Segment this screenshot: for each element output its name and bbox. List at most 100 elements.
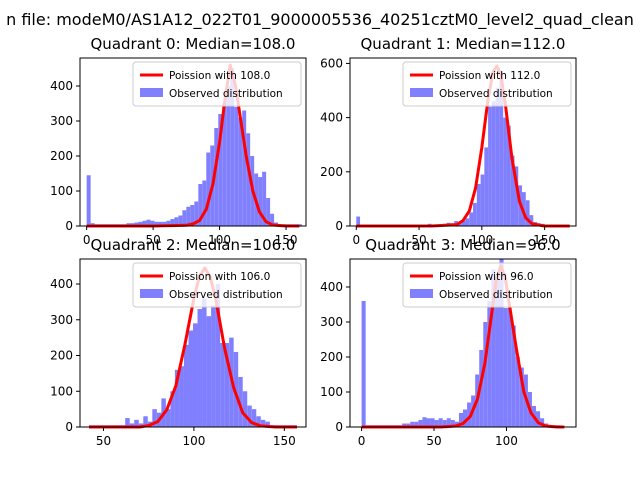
legend-line-label: Poission with 112.0	[439, 70, 540, 82]
legend-frame	[132, 262, 302, 308]
histogram-bar	[206, 152, 211, 226]
legend-frame	[132, 61, 302, 107]
histogram-bar	[266, 198, 271, 226]
histogram-bar	[197, 309, 203, 427]
y-tick-label: 0	[65, 420, 73, 434]
figure-suptitle: n file: modeM0/AS1A12_022T01_9000005536_…	[6, 10, 634, 30]
histogram-bar	[495, 87, 500, 226]
histogram-bar	[480, 174, 485, 226]
y-tick-label: 0	[335, 219, 343, 233]
y-tick-label: 400	[320, 111, 343, 125]
histogram-bar	[270, 213, 275, 226]
y-tick-label: 400	[320, 280, 343, 294]
histogram-bar	[410, 421, 415, 427]
histogram-bar	[247, 405, 252, 427]
legend-bar-label: Observed distribution	[439, 88, 553, 100]
histogram-bar	[491, 101, 496, 226]
axes-frame	[79, 57, 307, 227]
legend: Poission with 108.0 Observed distribution	[132, 61, 302, 107]
histogram-bar	[238, 376, 243, 427]
x-tick-label: 100	[182, 434, 205, 448]
histogram-bar	[479, 350, 484, 427]
histogram-bar	[430, 418, 435, 427]
y-tick-label: 300	[50, 114, 73, 128]
x-tick-label: 150	[273, 434, 296, 448]
histogram-bar	[476, 184, 481, 226]
histogram-bar	[473, 202, 477, 226]
y-tick-label: 300	[50, 313, 73, 327]
histogram-bar	[418, 420, 423, 427]
legend-bar-label: Observed distribution	[169, 88, 283, 100]
x-tick-label: 50	[411, 233, 426, 247]
y-tick-label: 100	[50, 384, 73, 398]
legend-line-label: Poission with 108.0	[169, 70, 270, 82]
histogram-bar	[503, 308, 508, 427]
histogram-bar	[218, 114, 223, 226]
histogram-bar	[242, 391, 248, 427]
histogram-bar	[134, 419, 139, 427]
legend-frame	[402, 61, 572, 107]
histogram-bar	[484, 147, 489, 226]
histogram-bar	[262, 171, 267, 226]
histogram-bar	[467, 402, 472, 427]
subplot-quadrant-2: Quadrant 2: Median=106.0 50 100 150 0 100 200…	[50, 236, 307, 448]
histogram-bar	[491, 269, 496, 427]
histogram-bar	[146, 219, 151, 226]
x-tick-label: 100	[495, 434, 518, 448]
histogram-bar	[536, 411, 541, 427]
histogram-bar	[226, 86, 231, 226]
histogram-bar	[356, 216, 361, 226]
y-tick-label: 400	[50, 79, 73, 93]
histogram-bar	[540, 418, 545, 427]
histogram-bar	[465, 218, 470, 226]
histogram-bar	[507, 308, 512, 427]
histogram-bar	[193, 323, 198, 427]
histogram-bar	[179, 366, 184, 427]
histogram-bar	[251, 409, 257, 427]
quadrant-0-plot: 0 50 100 150 0 100 200 300 400 Poission with 108.…	[50, 57, 307, 247]
histogram-bar	[506, 125, 511, 226]
legend-bar-swatch	[410, 289, 433, 298]
subplot-title: Quadrant 3: Median=96.0	[365, 236, 560, 254]
histogram-bar	[214, 128, 219, 226]
legend: Poission with 96.0 Observed distribution	[402, 262, 572, 308]
histogram-bar	[206, 316, 212, 427]
histogram-bar	[463, 409, 468, 427]
quadrant-1-plot: 0 50 100 150 0 200 400 600 Poission with 112.0 Ob…	[320, 56, 577, 247]
axes-frame	[349, 57, 577, 227]
histogram-bar	[519, 367, 524, 427]
histogram-bar	[233, 351, 239, 427]
x-tick-label: 100	[470, 233, 493, 247]
histogram-bar	[511, 325, 516, 427]
histogram-bar	[450, 420, 455, 427]
histogram-bar	[211, 305, 216, 427]
legend-bar-swatch	[140, 88, 163, 97]
histogram-bar	[260, 419, 266, 427]
axes-frame	[349, 258, 577, 428]
histogram-bar	[234, 107, 239, 226]
legend: Poission with 106.0 Observed distribution	[132, 262, 302, 308]
histogram-bar	[202, 298, 207, 427]
quadrant-2-plot: 50 100 150 0 100 200 300 400 Poission with 106.0…	[50, 258, 307, 448]
histogram-bar	[499, 71, 504, 226]
histogram-bar	[515, 357, 520, 427]
y-tick-label: 100	[50, 184, 73, 198]
histogram-bar	[256, 416, 261, 427]
histogram-bar	[242, 110, 247, 226]
histogram-bar	[529, 215, 534, 226]
subplot-quadrant-0: Quadrant 0: Median=108.0 0 50 100 150 0 100 20…	[50, 35, 307, 247]
histogram-bar	[488, 106, 492, 226]
legend-bar-swatch	[140, 289, 163, 298]
histogram-bar	[510, 155, 515, 226]
histogram-bar	[186, 206, 191, 226]
histogram-bar	[434, 420, 439, 427]
histogram-bar	[183, 344, 189, 427]
histogram-bar	[402, 423, 407, 427]
histogram-bar	[174, 217, 179, 226]
subplot-title: Quadrant 1: Median=112.0	[361, 35, 566, 53]
histogram-bar	[361, 301, 366, 427]
histogram-bar	[125, 418, 130, 427]
histogram-bar	[414, 421, 419, 427]
legend-bar-swatch	[410, 88, 433, 97]
x-tick-label: 0	[358, 434, 366, 448]
